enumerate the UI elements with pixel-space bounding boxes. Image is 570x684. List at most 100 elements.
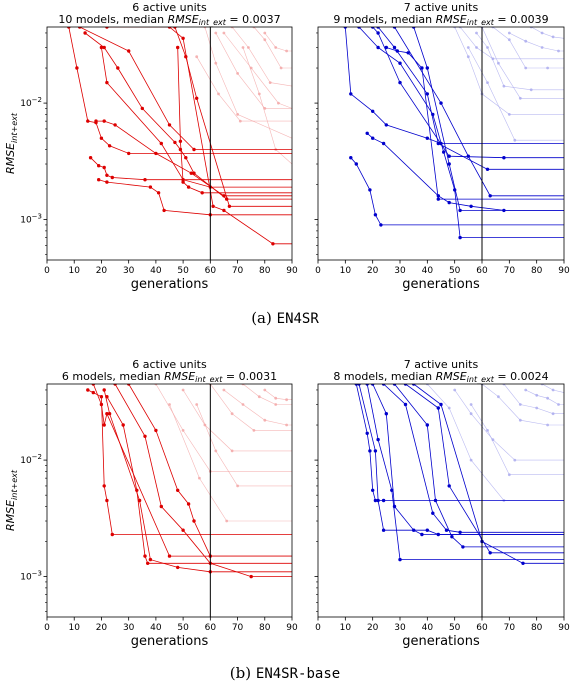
data-point-active [425,66,429,70]
data-point-active [154,151,158,156]
data-point-inactive [247,46,250,49]
x-tick-label: 70 [232,266,244,276]
plot-area [354,384,564,565]
data-point-active [167,27,172,29]
data-point-inactive [507,473,511,477]
caption-a: (a) EN4SR [0,309,570,327]
data-point-active [148,557,153,562]
data-point-active [102,388,106,392]
x-tick-label: 40 [150,266,162,276]
data-point-active [146,561,150,565]
chart-title-line1: 7 active units [404,358,479,371]
series-line-active [114,384,292,577]
data-point-active [102,423,106,427]
data-point-inactive [475,31,478,35]
data-point-active [107,412,112,416]
data-point-active [176,488,180,492]
data-point-inactive [236,72,240,75]
data-point-active [181,528,185,532]
data-point-active [94,119,98,123]
data-point-inactive [277,101,280,105]
data-point-active [357,27,361,29]
x-tick-label: 20 [367,266,379,276]
data-point-active [420,66,424,70]
data-point-inactive [513,138,517,142]
y-axis-label: RMSEint+ext [4,112,19,174]
data-point-active [371,27,375,29]
data-point-active [173,27,177,29]
series-line-active [358,27,564,239]
x-tick-label: 70 [232,623,244,633]
data-point-inactive [507,113,511,116]
y-tick-label: 10−3 [20,213,42,226]
x-tick-label: 40 [422,266,434,276]
data-point-inactive [195,55,199,59]
x-tick-label: 0 [315,623,321,633]
data-point-active [167,554,172,558]
data-point-active [102,165,106,170]
data-point-active [159,504,163,509]
chart-title-line2: 8 models, median RMSEint_ext = 0.0024 [333,370,548,384]
data-point-inactive [225,519,229,523]
data-point-inactive [263,388,267,392]
data-point-inactive [546,396,549,400]
data-point-inactive [198,476,201,480]
axes-frame [317,26,565,261]
data-point-active [376,45,380,50]
data-point-active [365,131,369,135]
data-point-active [176,45,180,50]
series-line-inactive [196,56,292,122]
x-tick-label: 10 [340,623,352,633]
x-tick-label: 10 [68,266,80,276]
data-point-inactive [486,46,489,49]
x-tick-label: 0 [315,266,321,276]
series-line-active [84,32,292,200]
chart-title-line2: 10 models, median RMSEint_ext = 0.0037 [58,13,280,27]
series-line-inactive [264,32,292,52]
x-tick-label: 30 [394,623,406,633]
data-point-inactive [217,92,220,96]
chart-title-line2: 6 models, median RMSEint_ext = 0.0031 [62,370,277,384]
data-point-active [110,532,115,537]
data-point-active [127,49,131,53]
data-point-inactive [238,119,242,123]
x-tick-label: 60 [205,266,217,276]
data-point-active [439,402,443,407]
data-point-inactive [230,412,234,416]
data-point-inactive [257,92,261,96]
data-point-active [99,395,104,399]
data-point-inactive [546,423,549,427]
x-tick-label: 80 [531,266,543,276]
data-point-active [186,502,191,506]
data-point-inactive [497,395,500,399]
data-point-active [105,412,109,416]
data-point-inactive [469,458,473,462]
data-point-active [371,109,375,114]
x-tick-label: 60 [476,623,488,633]
data-point-active [67,27,71,29]
series-line-inactive [223,32,292,109]
data-point-active [349,156,353,160]
data-point-active [143,434,147,438]
data-point-active [181,180,185,184]
data-point-active [91,390,96,395]
data-point-active [105,498,109,503]
data-point-active [99,402,104,407]
data-point-active [458,235,462,240]
series-line-inactive [531,27,564,39]
data-point-inactive [222,31,226,35]
data-point-active [384,45,388,50]
series-line-active [394,27,564,197]
data-point-inactive [257,395,261,399]
series-line-inactive [231,27,292,87]
data-point-inactive [540,46,544,49]
series-line-active [106,27,292,207]
series-line-active [394,384,564,548]
data-point-active [420,532,424,537]
data-point-inactive [546,66,549,70]
data-point-active [368,188,372,192]
data-point-active [447,484,451,488]
series-line-inactive [253,27,292,69]
plot-area [67,27,292,246]
